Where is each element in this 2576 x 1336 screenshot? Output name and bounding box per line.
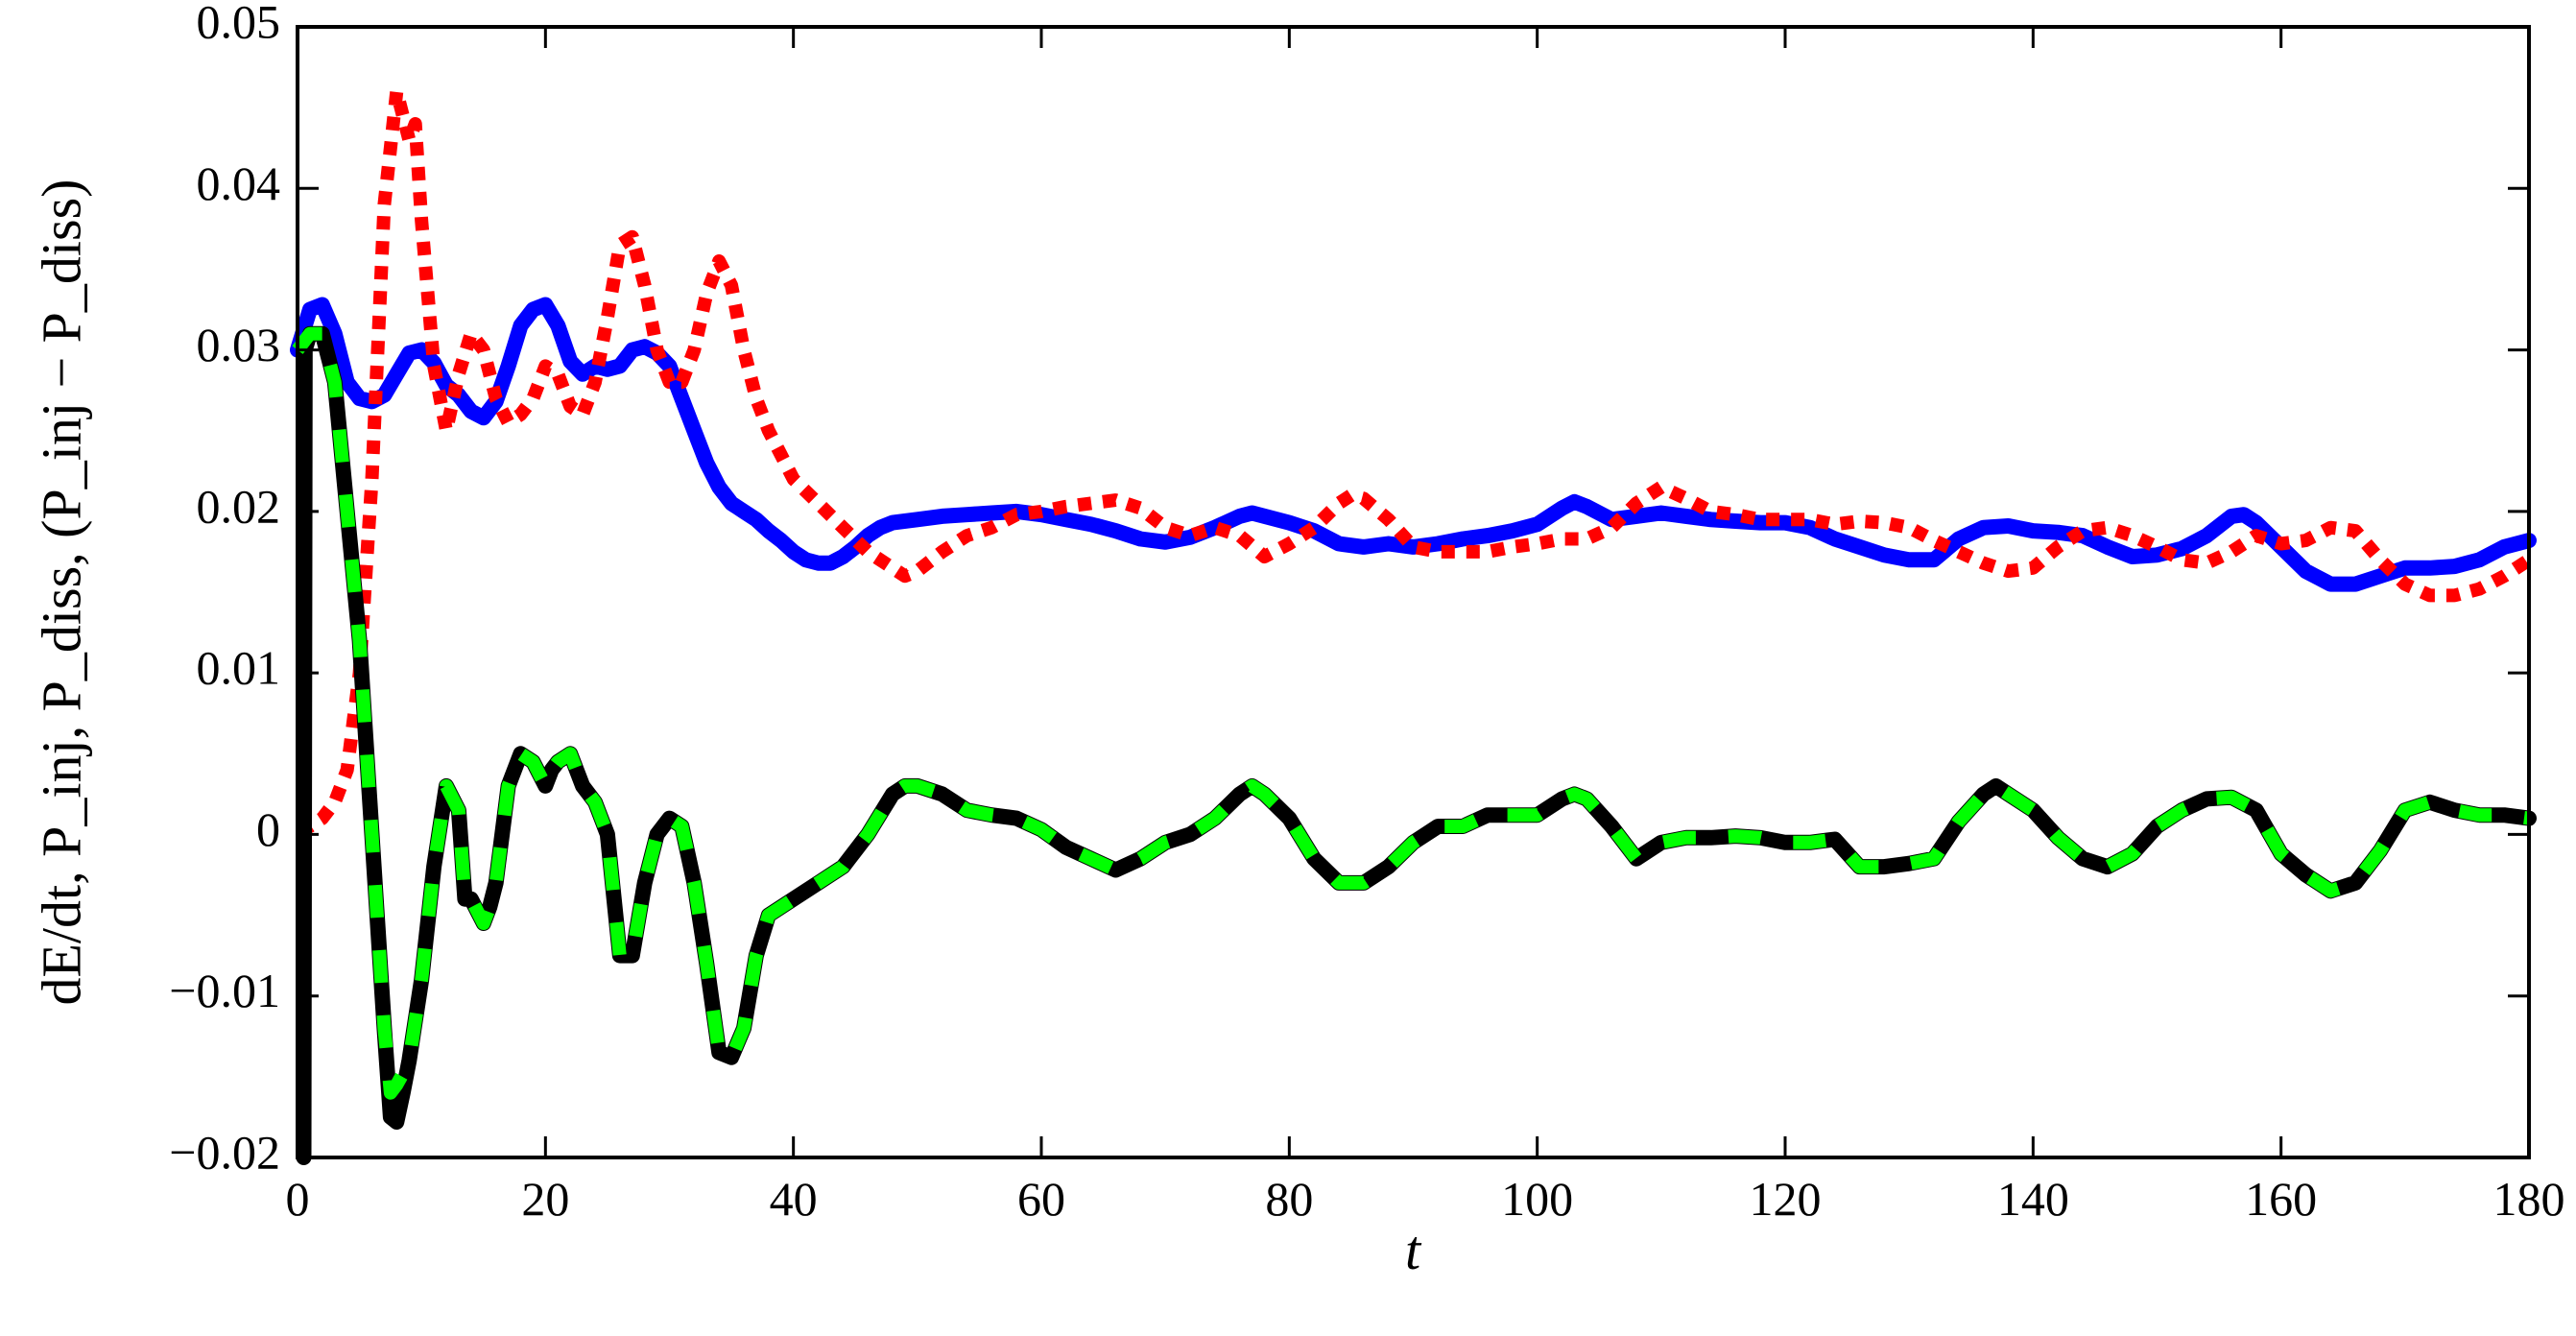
x-tick-label: 0 (286, 1172, 310, 1226)
x-tick-label: 20 (521, 1172, 569, 1226)
x-tick-label: 140 (1997, 1172, 2069, 1226)
y-axis-title: dE/dt, P_inj, P_diss, (P_inj − P_diss) (30, 179, 92, 1006)
x-tick-label: 100 (1501, 1172, 1573, 1226)
x-tick-label: 120 (1750, 1172, 1822, 1226)
y-tick-label: 0.05 (197, 0, 281, 48)
series-line-2 (296, 325, 2537, 1165)
series-line-0 (290, 297, 2537, 592)
y-tick-label: 0.01 (197, 641, 281, 695)
plot-frame (296, 25, 2531, 1159)
series-layer (290, 84, 2537, 1165)
y-tick-label: 0.02 (197, 479, 281, 533)
series-line-1 (298, 84, 2533, 833)
y-tick-label: −0.02 (169, 1125, 280, 1179)
x-tick-label: 60 (1017, 1172, 1065, 1226)
y-tick-label: 0 (256, 802, 280, 856)
x-tick-label: 80 (1265, 1172, 1313, 1226)
y-tick-label: 0.03 (197, 318, 281, 371)
y-tick-label: −0.01 (169, 964, 280, 1017)
x-tick-label: 160 (2245, 1172, 2317, 1226)
x-tick-label: 40 (770, 1172, 818, 1226)
y-tick-label: 0.04 (197, 156, 281, 210)
x-axis-title: t (1405, 1219, 1422, 1281)
tick-layer: 0 20 40 60 80 100 120 140 160 180 −0.02 −0.01 0 0.01 0… (169, 0, 2564, 1226)
x-tick-label: 180 (2493, 1172, 2565, 1226)
series-line-3 (292, 326, 2530, 1100)
